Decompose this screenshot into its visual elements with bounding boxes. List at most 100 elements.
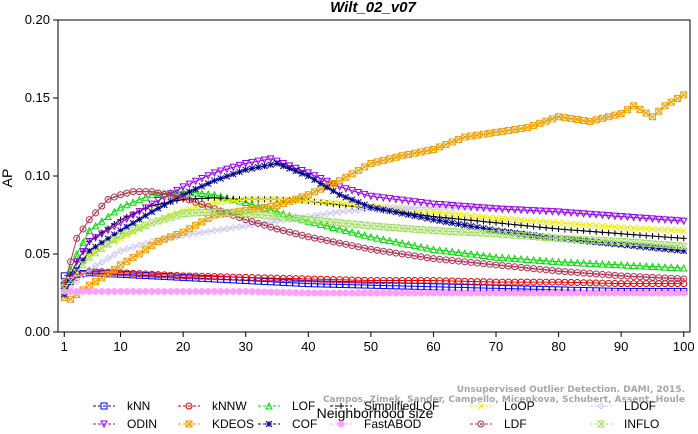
legend-item-ldof: LDOF — [590, 399, 656, 413]
data-point — [79, 238, 87, 246]
data-point — [229, 170, 237, 178]
data-point — [498, 215, 506, 222]
legend-item-cof: COF — [258, 417, 317, 431]
data-point — [147, 219, 157, 227]
data-point — [417, 203, 425, 212]
data-point — [236, 196, 243, 203]
data-point-center — [663, 277, 666, 280]
data-point — [110, 238, 118, 245]
legend-label: LDF — [504, 417, 527, 431]
data-point — [642, 109, 650, 117]
data-point — [360, 205, 369, 214]
data-point — [360, 221, 369, 229]
data-point-center — [545, 268, 548, 271]
data-point-center — [163, 193, 166, 196]
data-point — [273, 217, 281, 225]
data-point-center — [476, 262, 479, 265]
data-point — [648, 289, 656, 297]
data-point — [337, 420, 345, 428]
data-point — [267, 161, 275, 169]
data-point-center — [620, 274, 623, 277]
data-point — [642, 289, 650, 297]
x-axis: 1 10 20 30 40 50 60 70 80 90 100 — [61, 332, 695, 354]
data-point — [317, 174, 325, 183]
data-point — [523, 206, 532, 215]
data-point — [186, 188, 193, 196]
data-point — [630, 224, 638, 232]
data-point — [560, 235, 570, 243]
data-point — [148, 200, 156, 209]
data-point — [586, 210, 594, 219]
data-point — [580, 227, 587, 234]
data-point — [117, 261, 125, 269]
data-point-center — [257, 222, 260, 225]
data-point — [235, 209, 244, 217]
data-point-cross — [104, 270, 112, 278]
data-point-cross — [355, 167, 362, 174]
data-point — [210, 208, 219, 216]
data-point — [423, 243, 431, 252]
data-point — [229, 287, 237, 295]
data-point — [636, 214, 644, 223]
data-point — [297, 215, 307, 223]
data-point — [516, 232, 526, 240]
data-point — [448, 247, 457, 256]
data-point — [117, 191, 125, 199]
data-point-center — [194, 201, 197, 204]
data-point — [167, 287, 175, 295]
data-point — [279, 227, 287, 235]
data-point — [367, 289, 375, 297]
data-point — [397, 224, 407, 232]
data-point — [592, 289, 600, 297]
data-point-cross — [655, 107, 663, 115]
data-point — [148, 208, 156, 216]
data-point — [617, 260, 625, 269]
data-point-center — [363, 247, 366, 250]
data-point — [542, 256, 550, 265]
data-point — [673, 242, 682, 250]
data-point — [185, 287, 193, 295]
data-point — [435, 245, 444, 254]
data-point — [172, 211, 182, 219]
data-point-center — [426, 256, 429, 259]
data-point — [636, 243, 644, 250]
data-point — [668, 234, 675, 241]
data-point — [192, 203, 200, 211]
data-point — [223, 287, 231, 295]
data-point — [216, 208, 225, 216]
data-point — [97, 217, 106, 225]
data-point — [329, 223, 338, 231]
data-point — [92, 243, 99, 251]
data-point — [479, 229, 488, 237]
data-point — [596, 420, 606, 428]
data-point — [67, 278, 74, 286]
data-point — [223, 195, 230, 202]
data-point-center — [301, 234, 304, 237]
data-point — [380, 206, 387, 214]
data-point — [417, 242, 425, 251]
data-point-center — [182, 196, 185, 199]
data-point — [367, 203, 375, 211]
data-point — [391, 224, 401, 232]
data-point — [285, 162, 294, 170]
data-point — [198, 182, 206, 190]
data-point — [229, 197, 237, 205]
data-point — [573, 209, 582, 218]
data-point — [599, 229, 606, 236]
data-point — [254, 196, 262, 203]
data-point-center — [294, 232, 297, 235]
data-point — [492, 253, 500, 261]
data-point — [141, 193, 150, 201]
data-point-center — [207, 205, 210, 208]
data-point — [110, 287, 118, 295]
data-point — [211, 199, 218, 206]
data-point — [429, 200, 438, 209]
x-tick-label: 70 — [489, 339, 503, 354]
data-point — [618, 230, 625, 237]
data-point-cross — [467, 132, 475, 140]
data-point — [480, 218, 487, 225]
data-point-center — [100, 205, 103, 208]
data-point — [435, 227, 444, 235]
data-point — [580, 237, 587, 245]
series-line — [63, 162, 684, 295]
